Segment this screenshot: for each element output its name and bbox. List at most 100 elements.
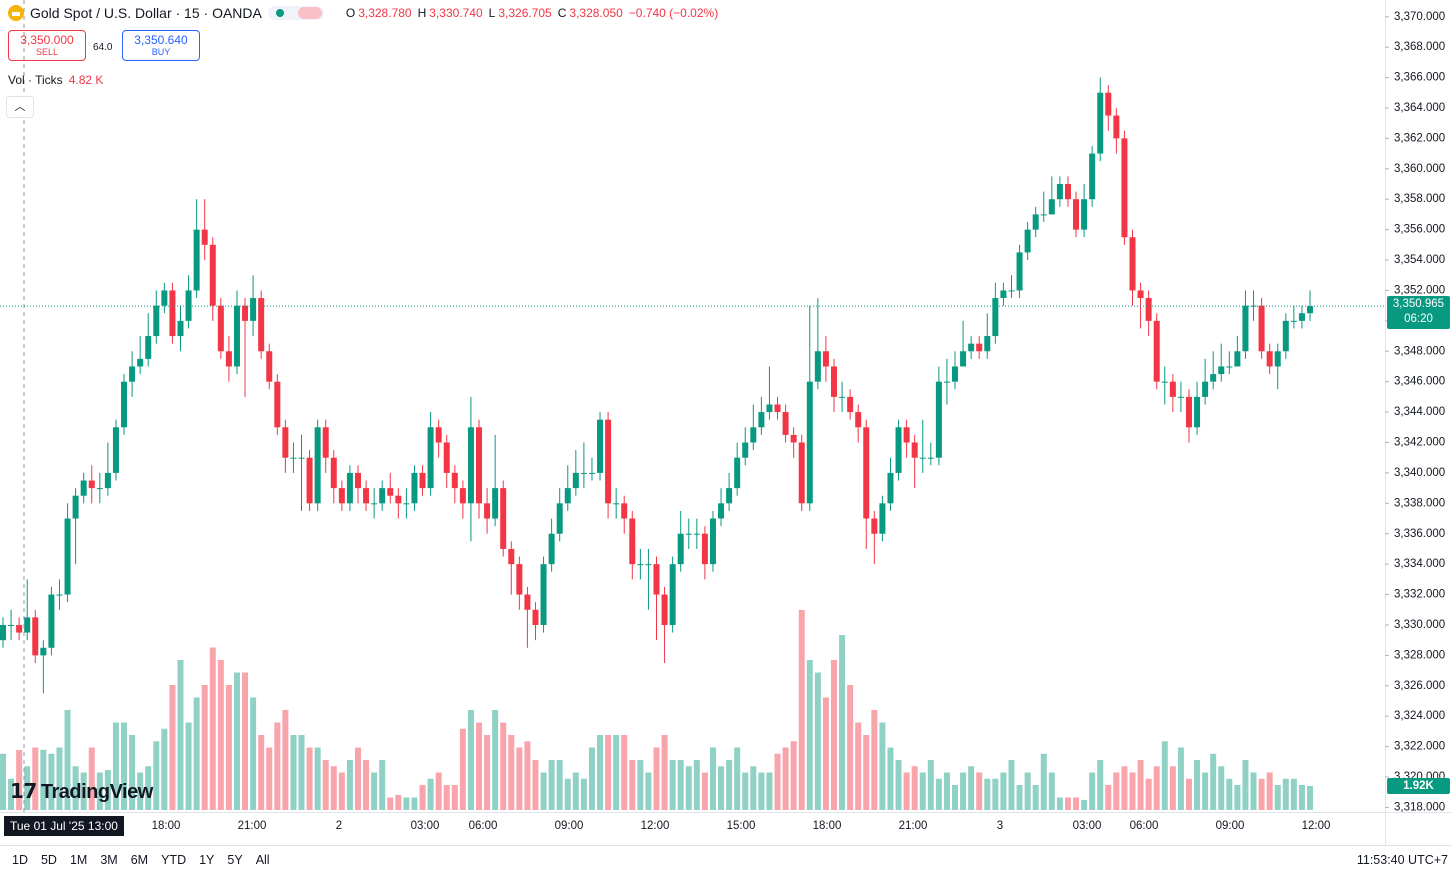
candle-body xyxy=(282,427,289,458)
volume-bar xyxy=(64,710,71,810)
volume-bar xyxy=(492,710,499,810)
range-button[interactable]: 6M xyxy=(130,853,149,867)
candle-body xyxy=(871,518,878,534)
range-button[interactable]: 1Y xyxy=(199,853,215,867)
x-tick-label: 06:00 xyxy=(469,820,498,832)
y-tick-label: 3,362.000 xyxy=(1394,132,1445,144)
y-tick-label: 3,356.000 xyxy=(1394,224,1445,236)
candle-body xyxy=(839,396,846,398)
volume-bar xyxy=(371,772,378,810)
candle-body xyxy=(387,488,394,496)
candle-body xyxy=(814,351,821,382)
volume-bar xyxy=(1226,778,1233,810)
price-tag: 3,350.965 06:20 xyxy=(1387,296,1450,330)
volume-bar xyxy=(500,722,507,810)
volume-bar xyxy=(1081,800,1088,810)
candle-body xyxy=(701,533,708,565)
candle-body xyxy=(1274,351,1281,367)
candle-body xyxy=(153,305,160,337)
volume-bar xyxy=(395,795,402,810)
y-tick-label: 3,368.000 xyxy=(1394,41,1445,53)
countdown: 06:20 xyxy=(1404,313,1433,326)
range-button[interactable]: All xyxy=(255,853,270,867)
volume-bar xyxy=(919,772,926,810)
ohlc-key: H xyxy=(417,6,427,20)
y-tick-label: 3,322.000 xyxy=(1394,741,1445,753)
candle-body xyxy=(476,427,483,504)
candle-body xyxy=(88,480,95,489)
candle-body xyxy=(879,503,886,534)
volume-bar xyxy=(1064,797,1071,810)
status-icons[interactable] xyxy=(267,5,326,21)
volume-bar xyxy=(379,760,386,810)
candle-body xyxy=(1145,298,1152,321)
x-tick-label: 12:00 xyxy=(1302,820,1331,832)
candle-body xyxy=(992,298,999,337)
candle-body xyxy=(419,472,426,489)
volume-bar xyxy=(427,778,434,810)
range-button[interactable]: 3M xyxy=(100,853,118,867)
candle-body xyxy=(548,533,555,565)
volume-bar xyxy=(1032,785,1039,810)
x-tick-label: 15:00 xyxy=(727,820,756,832)
candle-body xyxy=(1129,237,1136,291)
volume-bar xyxy=(1210,753,1217,810)
candle-body xyxy=(395,495,402,504)
volume-bar xyxy=(1177,747,1184,810)
y-tick-label: 3,348.000 xyxy=(1394,345,1445,357)
sell-button[interactable]: 3,350.000 SELL xyxy=(8,30,86,61)
candle-body xyxy=(64,518,71,595)
buy-button[interactable]: 3,350.640 BUY xyxy=(122,30,200,61)
range-button[interactable]: YTD xyxy=(161,853,187,867)
volume-bar xyxy=(605,735,612,810)
y-tick-label: 3,358.000 xyxy=(1394,193,1445,205)
y-tick-label: 3,346.000 xyxy=(1394,376,1445,388)
volume-bar xyxy=(952,785,959,810)
x-tick-label: 12:00 xyxy=(641,820,670,832)
volume-bar xyxy=(790,741,797,810)
volume-bar xyxy=(1290,778,1297,810)
collapse-button[interactable]: ︿ xyxy=(6,96,34,118)
volume-bar xyxy=(750,766,757,810)
candle-body xyxy=(984,336,991,352)
candle-body xyxy=(129,366,136,382)
candle-body xyxy=(242,305,249,321)
volume-bar xyxy=(693,760,700,810)
candle-body xyxy=(556,503,563,534)
y-tick-label: 3,328.000 xyxy=(1394,649,1445,661)
volume-bar xyxy=(621,735,628,810)
volume-bar xyxy=(8,778,15,810)
volume-bar xyxy=(1113,772,1120,810)
ohlc-value: 3,328.780 xyxy=(358,6,412,20)
volume-bar xyxy=(56,747,63,810)
candle-body xyxy=(532,609,539,625)
volume-bar xyxy=(758,772,765,810)
candle-body xyxy=(121,381,128,428)
volume-bar xyxy=(847,685,854,810)
candle-body xyxy=(104,472,111,489)
candle-body xyxy=(669,564,676,625)
volume-bar xyxy=(443,785,450,810)
volume-bar xyxy=(290,735,297,810)
volume-bar xyxy=(145,766,152,810)
volume-bar xyxy=(1048,772,1055,810)
candle-body xyxy=(1282,320,1289,352)
range-button[interactable]: 5Y xyxy=(227,853,243,867)
candle-body xyxy=(169,290,176,337)
volume-bar xyxy=(32,747,39,810)
candle-body xyxy=(8,624,15,626)
y-tick-label: 3,352.000 xyxy=(1394,284,1445,296)
ohlc-key: O xyxy=(345,6,356,20)
range-button[interactable]: 1M xyxy=(69,853,88,867)
candle-body xyxy=(605,419,612,504)
volume-bar xyxy=(718,766,725,810)
price-tag-value: 3,350.965 xyxy=(1392,298,1445,311)
volume-bar xyxy=(782,747,789,810)
range-button[interactable]: 5D xyxy=(40,853,57,867)
candle-body xyxy=(403,503,410,505)
candle-body xyxy=(32,617,39,656)
axes: 3,318.0003,320.0003,322.0003,324.0003,32… xyxy=(0,0,1445,832)
candle-body xyxy=(1210,374,1217,382)
volume-bar xyxy=(242,672,249,810)
range-button[interactable]: 1D xyxy=(12,853,28,867)
